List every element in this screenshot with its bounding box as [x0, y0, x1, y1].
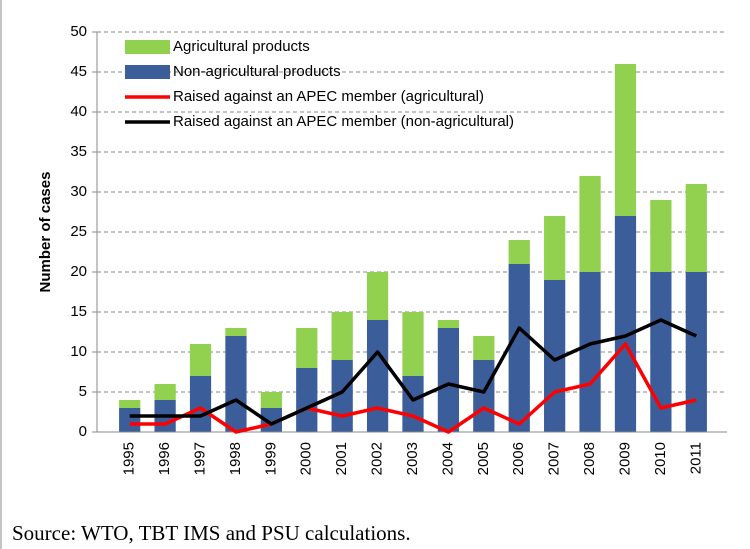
- bar: [119, 408, 141, 432]
- y-tick-label: 35: [70, 143, 87, 160]
- x-tick-label: 2005: [475, 442, 492, 475]
- legend-label: Raised against an APEC member (agricultu…: [173, 88, 484, 105]
- bar: [225, 328, 247, 336]
- bar: [473, 360, 495, 432]
- bar: [260, 392, 282, 408]
- bar: [189, 344, 212, 376]
- bar: [685, 272, 707, 432]
- x-tick-label: 2011: [687, 442, 704, 474]
- bar: [437, 328, 460, 432]
- bar: [189, 376, 212, 432]
- y-tick-label: 40: [70, 103, 87, 120]
- x-tick-label: 1996: [156, 442, 173, 475]
- y-tick-label: 0: [79, 423, 87, 440]
- x-tick-label: 2000: [298, 442, 315, 475]
- bar: [544, 216, 566, 280]
- legend-swatch: [125, 65, 170, 79]
- y-axis-label: Number of cases: [37, 172, 54, 293]
- bar: [366, 272, 389, 320]
- bar: [331, 312, 353, 360]
- y-tick-label: 10: [70, 343, 87, 360]
- bar: [473, 336, 495, 360]
- bar: [508, 264, 530, 432]
- bar: [296, 328, 318, 368]
- x-tick-label: 2008: [581, 442, 598, 475]
- line: [129, 318, 698, 426]
- legend-label: Non-agricultural products: [173, 63, 341, 80]
- bar: [508, 240, 530, 264]
- bar: [402, 376, 424, 432]
- bar: [296, 368, 318, 432]
- bar: [366, 320, 389, 432]
- y-tick-label: 30: [70, 183, 87, 200]
- x-tick-label: 1999: [262, 442, 279, 475]
- bar: [119, 400, 141, 408]
- bar: [614, 64, 637, 216]
- legend-swatch: [125, 40, 170, 54]
- y-tick-label: 5: [79, 383, 87, 400]
- bar: [579, 176, 601, 272]
- legend-label: Agricultural products: [173, 38, 310, 55]
- x-tick-label: 2007: [546, 442, 563, 475]
- x-tick-label: 1995: [121, 442, 138, 475]
- y-tick-label: 25: [70, 223, 87, 240]
- x-tick-label: 1997: [191, 442, 208, 475]
- x-tick-label: 2004: [439, 442, 456, 475]
- x-tick-label: 1998: [227, 442, 244, 475]
- x-tick-label: 2002: [369, 442, 386, 475]
- bar: [650, 200, 672, 272]
- bar: [650, 272, 672, 432]
- bar: [614, 216, 637, 432]
- bar: [579, 272, 601, 432]
- bar: [544, 280, 566, 432]
- bar: [402, 312, 424, 376]
- bar: [685, 184, 707, 272]
- x-tick-label: 2003: [404, 442, 421, 475]
- bar: [154, 384, 176, 400]
- x-tick-label: 2001: [333, 442, 350, 475]
- source: Source: WTO, TBT IMS and PSU calculation…: [12, 521, 411, 545]
- line: [129, 342, 697, 434]
- bar: [225, 336, 247, 432]
- y-tick-label: 45: [70, 63, 87, 80]
- y-tick-label: 20: [70, 263, 87, 280]
- y-tick-label: 50: [70, 23, 87, 40]
- x-tick-label: 2009: [616, 442, 633, 475]
- legend-label: Raised against an APEC member (non-agric…: [173, 113, 514, 130]
- y-tick-label: 15: [70, 303, 87, 320]
- x-tick-label: 2006: [510, 442, 527, 475]
- bar: [437, 320, 460, 328]
- x-tick-label: 2010: [652, 442, 669, 475]
